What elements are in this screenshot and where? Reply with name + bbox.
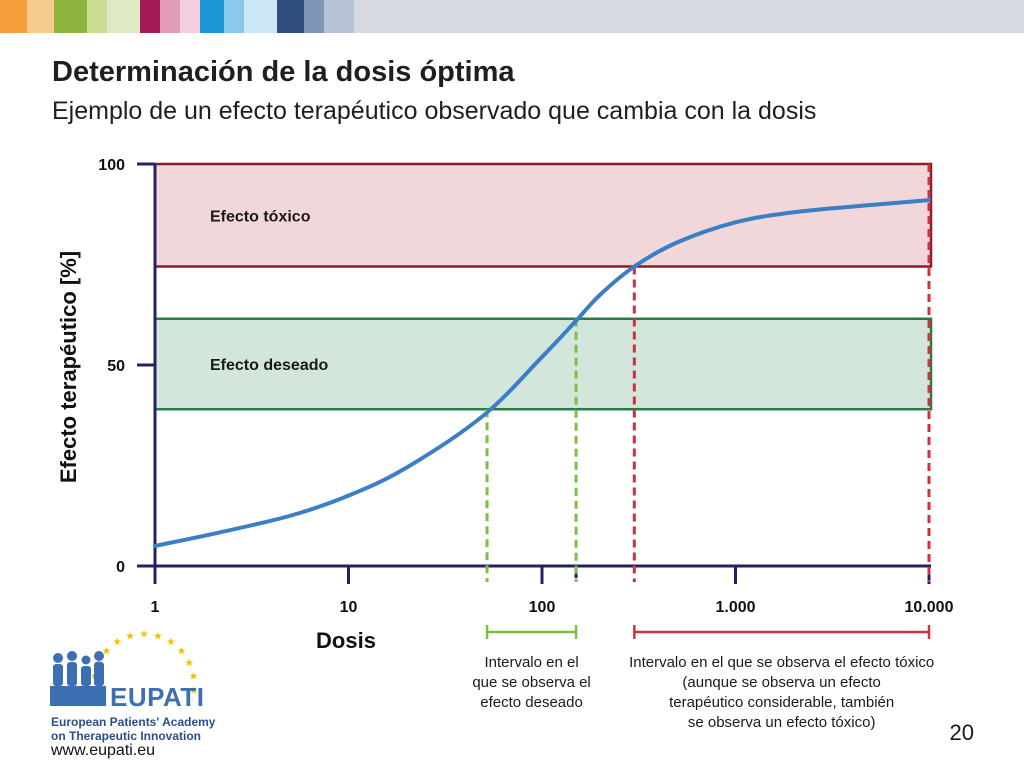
range-caption-line: que se observa el [472,674,590,691]
eupati-logo-graphic [50,630,198,706]
y-tick-label: 50 [107,358,125,375]
header-color-segment [180,0,200,33]
header-color-bar [0,0,1024,33]
dose-response-curve [153,198,931,548]
x-axis-title: Dosis [316,628,376,653]
band-label: Efecto tóxico [210,208,311,225]
slide-subtitle: Ejemplo de un efecto terapéutico observa… [52,97,817,125]
range-caption-line: Intervalo en el [484,654,578,671]
header-bar-fill [354,0,1024,33]
header-color-segment [107,0,140,33]
x-tick-label: 10.000 [905,599,954,616]
header-color-segment [224,0,244,33]
logo-name: EUPATI [110,682,205,712]
x-tick-label: 1.000 [715,599,755,616]
header-color-segment [324,0,354,33]
x-tick-label: 1 [151,599,160,616]
header-color-segment [200,0,224,33]
header-color-segment [54,0,87,33]
header-color-segment [304,0,324,33]
header-color-segment [140,0,160,33]
x-tick-label: 10 [340,599,358,616]
band-1 [153,317,933,411]
slide-title: Determinación de la dosis óptima [52,56,515,88]
range-caption-line: terapéutico considerable, también [669,694,894,711]
star-icon [189,686,198,694]
people-silhouette-icon [50,651,106,706]
star-icon [154,632,162,640]
y-axis-title: Efecto terapéutico [%] [56,251,81,483]
star-icon [113,637,121,645]
range-caption-line: Intervalo en el que se observa el efecto… [629,654,934,671]
star-icon [177,646,186,655]
header-color-segment [244,0,277,33]
star-icon [185,658,193,666]
header-color-segment [87,0,107,33]
page-number: 20 [949,720,974,745]
y-tick-label: 0 [116,559,125,576]
logo-url: www.eupati.eu [51,742,156,759]
range-caption-line: se observa un efecto tóxico) [688,714,876,731]
range-caption-line: efecto deseado [480,694,583,711]
star-icon [140,630,148,638]
x-tick-label: 100 [529,599,556,616]
band-label: Efecto deseado [210,357,328,374]
range-caption-line: (aunque se observa un efecto [682,674,880,691]
band-0 [153,162,933,268]
logo-tagline-1: European Patients' Academy [51,715,216,729]
star-icon [167,637,175,645]
header-color-segment [160,0,180,33]
header-color-segment [277,0,304,33]
star-icon [102,646,111,655]
header-color-segment [0,0,27,33]
star-icon [189,672,198,680]
logo-tagline-2: on Therapeutic Innovation [51,729,202,743]
y-tick-label: 100 [98,157,125,174]
header-color-segment [27,0,54,33]
star-icon [126,632,134,640]
